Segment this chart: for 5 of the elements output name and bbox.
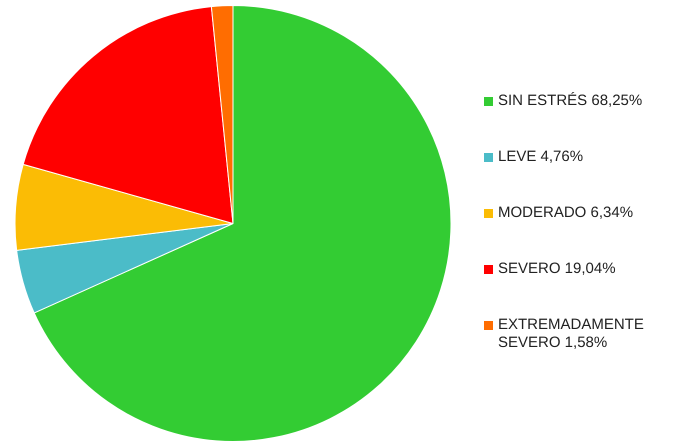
legend-label: SEVERO 19,04% [498,260,616,278]
legend-label: SIN ESTRÉS 68,25% [498,92,642,110]
legend-label: MODERADO 6,34% [498,204,634,222]
legend-label: LEVE 4,76% [498,148,584,166]
legend-label: EXTREMADAMENTE SEVERO 1,58% [498,316,645,352]
